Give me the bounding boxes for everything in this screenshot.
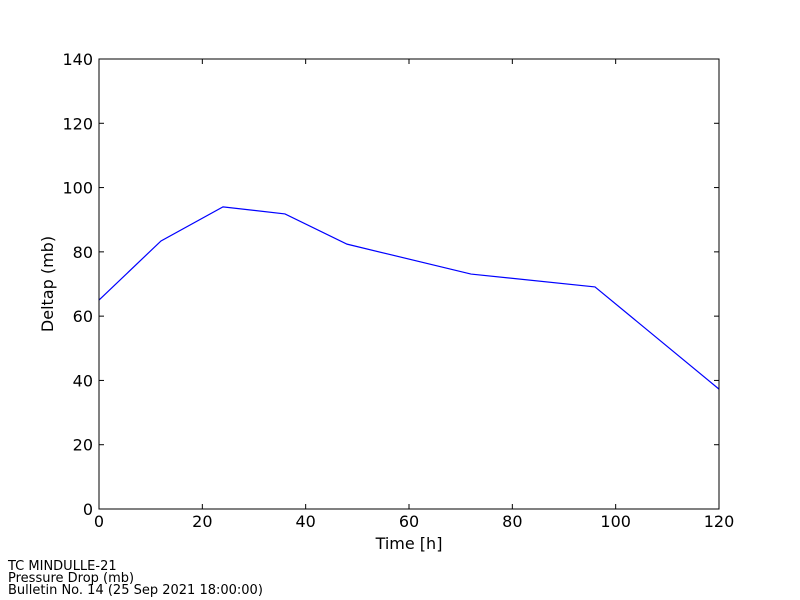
x-tick-label: 80 xyxy=(502,512,522,531)
data-line xyxy=(98,206,720,390)
plot-frame xyxy=(98,58,720,510)
y-tick-label: 0 xyxy=(83,500,93,519)
y-axis-label: Deltap (mb) xyxy=(38,236,57,332)
x-tick-label: 60 xyxy=(399,512,419,531)
footer-text: Pressure Drop (mb) xyxy=(8,571,134,586)
x-axis-label: Time [h] xyxy=(375,534,443,553)
y-tick-label: 60 xyxy=(73,307,93,326)
y-tick-label: 40 xyxy=(73,371,93,390)
x-tick-label: 120 xyxy=(704,512,735,531)
x-tick-label: 40 xyxy=(295,512,315,531)
y-tick-label: 80 xyxy=(73,243,93,262)
footer-text: Bulletin No. 14 (25 Sep 2021 18:00:00) xyxy=(8,583,263,598)
y-tick-label: 20 xyxy=(73,436,93,455)
x-tick-label: 0 xyxy=(94,512,104,531)
footer-text: TC MINDULLE-21 xyxy=(7,559,117,574)
y-tick-label: 100 xyxy=(62,179,93,198)
y-tick-label: 120 xyxy=(62,114,93,133)
x-tick-label: 100 xyxy=(600,512,631,531)
y-tick-label: 140 xyxy=(62,50,93,69)
x-tick-label: 20 xyxy=(192,512,212,531)
